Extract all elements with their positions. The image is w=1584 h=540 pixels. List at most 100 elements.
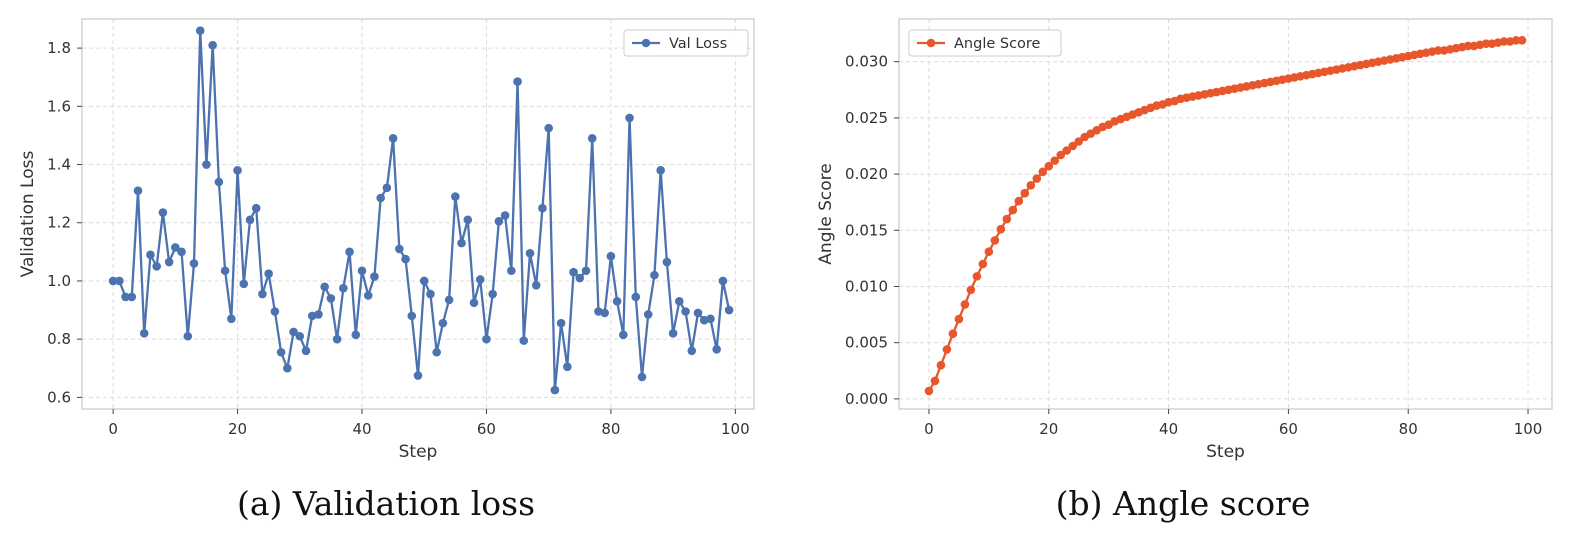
panel-a-frame	[81, 18, 755, 410]
panel-a-data-point	[457, 238, 466, 248]
panel-b-y-tick-label: 0.000	[845, 390, 888, 408]
panel-a-data-point	[687, 346, 697, 356]
panel-a-data-point	[525, 248, 535, 258]
panel-a-data-point	[239, 279, 249, 289]
panel-b-data-point	[1511, 36, 1521, 45]
panel-a-data-point	[625, 113, 634, 123]
panel-a-data-point	[500, 211, 510, 220]
panel-a-data-point	[245, 215, 255, 225]
panel-a-data-point	[195, 26, 205, 35]
panel-b-y-tick-label: 0.015	[845, 221, 888, 239]
panel-b-data-point	[954, 314, 964, 324]
panel-a-data-point	[233, 166, 242, 175]
panel-a-data-point	[556, 318, 566, 328]
panel-a-data-point	[276, 347, 286, 357]
panel-a-x-tick-label: 100	[721, 420, 750, 438]
panel-b-data-point	[1002, 214, 1012, 224]
panel-b-data-point	[1038, 167, 1048, 177]
panel-b-data-point	[1044, 161, 1054, 171]
panel-a-data-point	[507, 266, 516, 276]
panel-a-x-tick-label: 80	[601, 420, 620, 438]
panel-b-data-point	[930, 376, 940, 386]
panel-b-data-point	[1499, 37, 1509, 46]
panel-b-data-point	[1008, 205, 1018, 215]
panel-a-y-tick-label: 1.6	[47, 97, 71, 115]
panel-a-legend-marker	[641, 38, 651, 48]
panel-a-data-point	[158, 208, 168, 217]
panel-a-data-point	[164, 257, 174, 267]
panel-b-x-tick-label: 80	[1399, 420, 1418, 438]
panel-b-x-tick-label: 20	[1039, 420, 1058, 438]
panel-a-data-point	[289, 327, 298, 337]
panel-a-data-point	[220, 266, 230, 276]
panel-a-data-point	[426, 289, 435, 299]
panel-a-y-tick-label: 1.2	[47, 214, 71, 232]
panel-b-data-point	[1020, 188, 1030, 198]
panel-a-data-point	[513, 77, 522, 86]
panel-a-data-point	[451, 192, 460, 201]
panel-a-data-point	[401, 254, 410, 264]
panel-a-x-axis-label: Step	[399, 442, 438, 462]
panel-b-data-point	[1074, 137, 1084, 146]
panel-a-data-point	[482, 334, 491, 344]
panel-a-data-point	[345, 247, 354, 257]
panel-a-data-point	[693, 308, 703, 318]
panel-b-data-point	[984, 247, 994, 256]
panel-a-plot-area	[82, 19, 754, 409]
panel-b-data-point	[1062, 146, 1072, 155]
panel-b-data-point	[1068, 141, 1078, 151]
panel-a-data-point	[519, 336, 529, 345]
panel-a-data-point	[494, 216, 504, 226]
panel-a-data-point	[395, 244, 404, 254]
panel-a-data-point	[407, 311, 417, 321]
panel-a-data-point	[681, 307, 690, 316]
panel-a-data-point	[706, 314, 715, 324]
panel-a-data-point	[357, 266, 367, 276]
panel-b-data-point	[924, 386, 934, 396]
panel-a-data-point	[712, 345, 721, 354]
panel-a-data-point	[438, 318, 448, 328]
panel-a-data-point	[146, 250, 155, 260]
panel-a-x-tick-label: 40	[352, 420, 371, 438]
panel-b-legend-label: Angle Score	[954, 36, 1041, 52]
panel-a-data-point	[563, 362, 572, 372]
panel-a-data-point	[612, 297, 622, 306]
panel-a-data-point	[718, 276, 728, 286]
panel-b-frame	[898, 18, 1553, 410]
panel-a-data-point	[531, 281, 541, 290]
panel-b-x-axis-label: Step	[1206, 442, 1245, 462]
panel-a-data-point	[301, 346, 311, 356]
panel-a-data-point	[637, 372, 647, 382]
panel-a-data-point	[326, 294, 336, 303]
panel-a-x-tick-label: 60	[477, 420, 496, 438]
panel-a-data-point	[662, 257, 672, 267]
panel-a-y-tick-label: 1.0	[47, 272, 71, 290]
panel-a-data-point	[183, 331, 193, 341]
panel-a-data-point	[115, 276, 124, 286]
panel-a-data-point	[339, 283, 348, 293]
panel-b-data-point	[1014, 196, 1024, 206]
panel-b-legend-box	[908, 29, 1062, 57]
panel-a-data-point	[214, 177, 224, 187]
panel-a-data-point	[376, 193, 385, 203]
panel-a-y-tick-label: 1.8	[47, 39, 71, 57]
panel-a-y-tick-label: 1.4	[47, 156, 71, 174]
panel-a-data-point	[569, 267, 578, 277]
panel-b-x-tick-label: 60	[1279, 420, 1298, 438]
panel-a-data-point	[575, 273, 585, 283]
panel-b-legend: Angle Score	[908, 29, 1062, 57]
panel-a-data-point	[283, 363, 292, 373]
panel-a-data-point	[544, 123, 553, 133]
panel-a-x-tick-label: 0	[108, 420, 118, 438]
panel-a-y-tick-label: 0.8	[47, 330, 71, 348]
panel-b-data-point	[978, 259, 988, 269]
panel-b-data-point	[1032, 174, 1042, 183]
panel-a-data-point	[444, 295, 454, 305]
panel-a-data-point	[538, 203, 547, 213]
panel-a-data-point	[295, 331, 305, 341]
panel-a-data-point	[320, 282, 329, 292]
panel-a-data-point	[370, 272, 379, 281]
panel-a-data-point	[587, 134, 597, 143]
panel-a-y-axis-label: Validation Loss	[18, 151, 38, 278]
panel-b-caption: (b) Angle score	[1056, 484, 1311, 523]
